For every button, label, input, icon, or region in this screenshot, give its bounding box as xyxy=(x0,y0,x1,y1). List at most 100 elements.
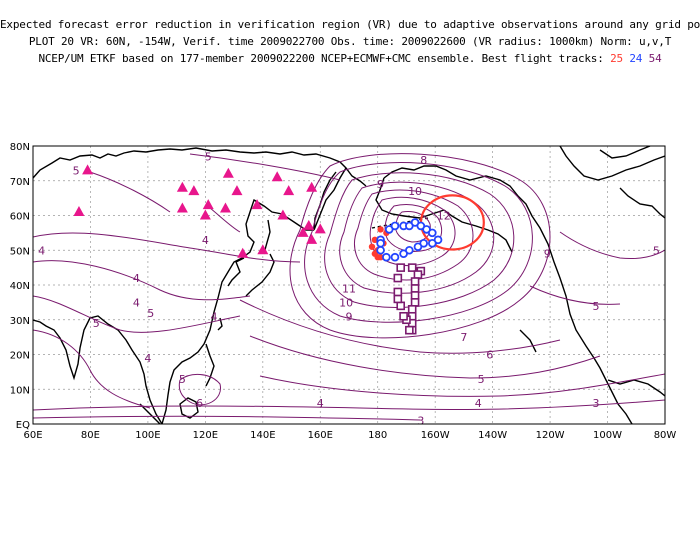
observation-site-marker xyxy=(82,164,94,175)
observation-site-marker xyxy=(251,199,263,210)
contour-label: 4 xyxy=(202,234,209,247)
contour-label: 5 xyxy=(179,373,186,386)
lat-tick-label: 20N xyxy=(10,351,30,362)
contour-label: 7 xyxy=(460,331,467,344)
lat-tick-label: EQ xyxy=(16,420,30,431)
contour-label: 4 xyxy=(475,397,482,410)
lat-tick-label: 10N xyxy=(10,385,30,396)
track-label-25: 25 xyxy=(610,52,623,65)
observation-site-marker xyxy=(277,209,289,220)
contour-label: 5 xyxy=(73,164,80,177)
contour-label: 4 xyxy=(210,310,217,323)
lat-tick-label: 70N xyxy=(10,177,30,188)
observation-site-marker xyxy=(303,219,315,230)
track-24-point xyxy=(428,239,437,248)
lat-tick-label: 30N xyxy=(10,316,30,327)
lon-tick-label: 60E xyxy=(23,430,42,441)
contour-label: 9 xyxy=(346,310,353,323)
track-25-point xyxy=(377,226,384,233)
observation-site-marker xyxy=(202,199,214,210)
contour-label: 5 xyxy=(478,373,485,386)
observation-site-marker xyxy=(73,206,85,217)
contour-labels: 5589101244445545591110987654456433 xyxy=(38,150,660,428)
lon-tick-label: 80W xyxy=(654,430,677,441)
contour-label: 10 xyxy=(408,185,422,198)
contour-label: 11 xyxy=(342,282,356,295)
track-54-point xyxy=(407,263,417,272)
contour-label: 12 xyxy=(437,210,451,223)
contour-label: 5 xyxy=(205,150,212,163)
lat-tick-label: 80N xyxy=(10,142,30,153)
track-54-point xyxy=(410,291,420,300)
track-54-point xyxy=(410,284,420,293)
lon-tick-label: 160E xyxy=(308,430,333,441)
track-24-point xyxy=(390,221,400,231)
track-54-point xyxy=(405,325,414,335)
contour-label: 5 xyxy=(147,307,154,320)
observation-site-marker xyxy=(231,185,243,196)
observation-sites xyxy=(73,164,326,258)
observation-site-marker xyxy=(222,167,234,178)
map-frame xyxy=(32,145,666,425)
track-24-point xyxy=(428,228,437,238)
track-54-point xyxy=(396,301,406,311)
contour-label: 6 xyxy=(486,349,493,362)
track-54-point xyxy=(407,305,417,314)
lon-tick-label: 180 xyxy=(368,430,387,441)
contour-label: 4 xyxy=(133,296,140,309)
track-24-point xyxy=(382,252,391,262)
contour-label: 9 xyxy=(544,248,551,261)
observation-site-marker xyxy=(219,202,231,213)
track-label-24: 24 xyxy=(629,52,643,65)
title-line-1: Expected forecast error reduction in ver… xyxy=(0,18,700,31)
track-54-point xyxy=(396,263,406,272)
track-25-point xyxy=(368,243,376,250)
flight-tracks xyxy=(368,218,443,335)
track-24-point xyxy=(376,239,385,248)
lon-tick-label: 100W xyxy=(593,430,622,441)
track-24-point xyxy=(413,242,423,252)
track-24-point xyxy=(390,252,400,262)
title-line-3-text: NCEP/UM ETKF based on 177-member 2009022… xyxy=(38,52,604,65)
contour-label: 3 xyxy=(593,397,600,410)
track-54-point xyxy=(410,298,420,307)
track-25-point xyxy=(371,236,379,244)
track-24-point xyxy=(399,249,408,259)
observation-site-marker xyxy=(257,244,269,255)
contour-label: 4 xyxy=(133,272,140,285)
contour-label: 4 xyxy=(317,397,324,410)
lon-tick-label: 140E xyxy=(250,430,275,441)
observation-site-marker xyxy=(176,181,188,192)
contour-label: 8 xyxy=(420,154,427,167)
contour-label: 4 xyxy=(38,244,45,257)
lat-tick-label: 60N xyxy=(10,212,30,223)
track-24-point xyxy=(376,245,385,255)
track-54-point xyxy=(393,294,403,304)
observation-site-marker xyxy=(176,202,188,213)
track-54-point xyxy=(399,311,408,321)
track-25-point xyxy=(377,254,384,261)
contour-label: 9 xyxy=(377,178,384,191)
contour-label: 10 xyxy=(339,296,353,309)
observation-site-marker xyxy=(306,181,318,192)
title-line-3: NCEP/UM ETKF based on 177-member 2009022… xyxy=(0,52,700,65)
observation-site-marker xyxy=(271,171,283,182)
observation-site-marker xyxy=(283,185,295,196)
title-line-2: PLOT 20 VR: 60N, -154W, Verif. time 2009… xyxy=(28,35,672,48)
lon-tick-label: 100E xyxy=(135,430,160,441)
lon-tick-label: 120W xyxy=(536,430,565,441)
contour-label: 5 xyxy=(593,300,600,313)
lon-tick-label: 80E xyxy=(81,430,100,441)
contour-label: 5 xyxy=(93,317,100,330)
lon-tick-label: 160W xyxy=(421,430,450,441)
contour-label: 4 xyxy=(144,352,151,365)
contour-label: 3 xyxy=(417,415,424,428)
observation-site-marker xyxy=(306,233,318,244)
track-54-point xyxy=(410,277,420,286)
lat-tick-label: 50N xyxy=(10,246,30,257)
observation-site-marker xyxy=(188,185,200,196)
contour-label: 6 xyxy=(196,397,203,410)
track-54-point xyxy=(413,270,423,279)
